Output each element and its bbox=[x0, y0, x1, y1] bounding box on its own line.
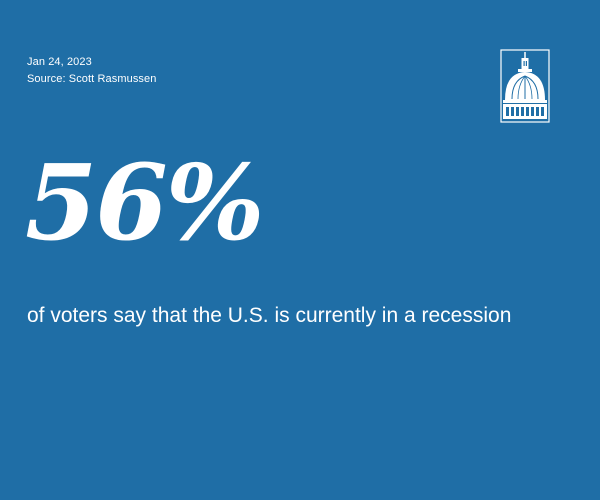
header-meta: Jan 24, 2023 Source: Scott Rasmussen bbox=[27, 54, 156, 88]
stat-caption: of voters say that the U.S. is currently… bbox=[27, 304, 512, 327]
date-label: Jan 24, 2023 bbox=[27, 56, 92, 68]
source-label: Source: Scott Rasmussen bbox=[27, 73, 157, 85]
capitol-dome-icon bbox=[500, 49, 550, 123]
stat-value: 56% bbox=[25, 141, 265, 264]
